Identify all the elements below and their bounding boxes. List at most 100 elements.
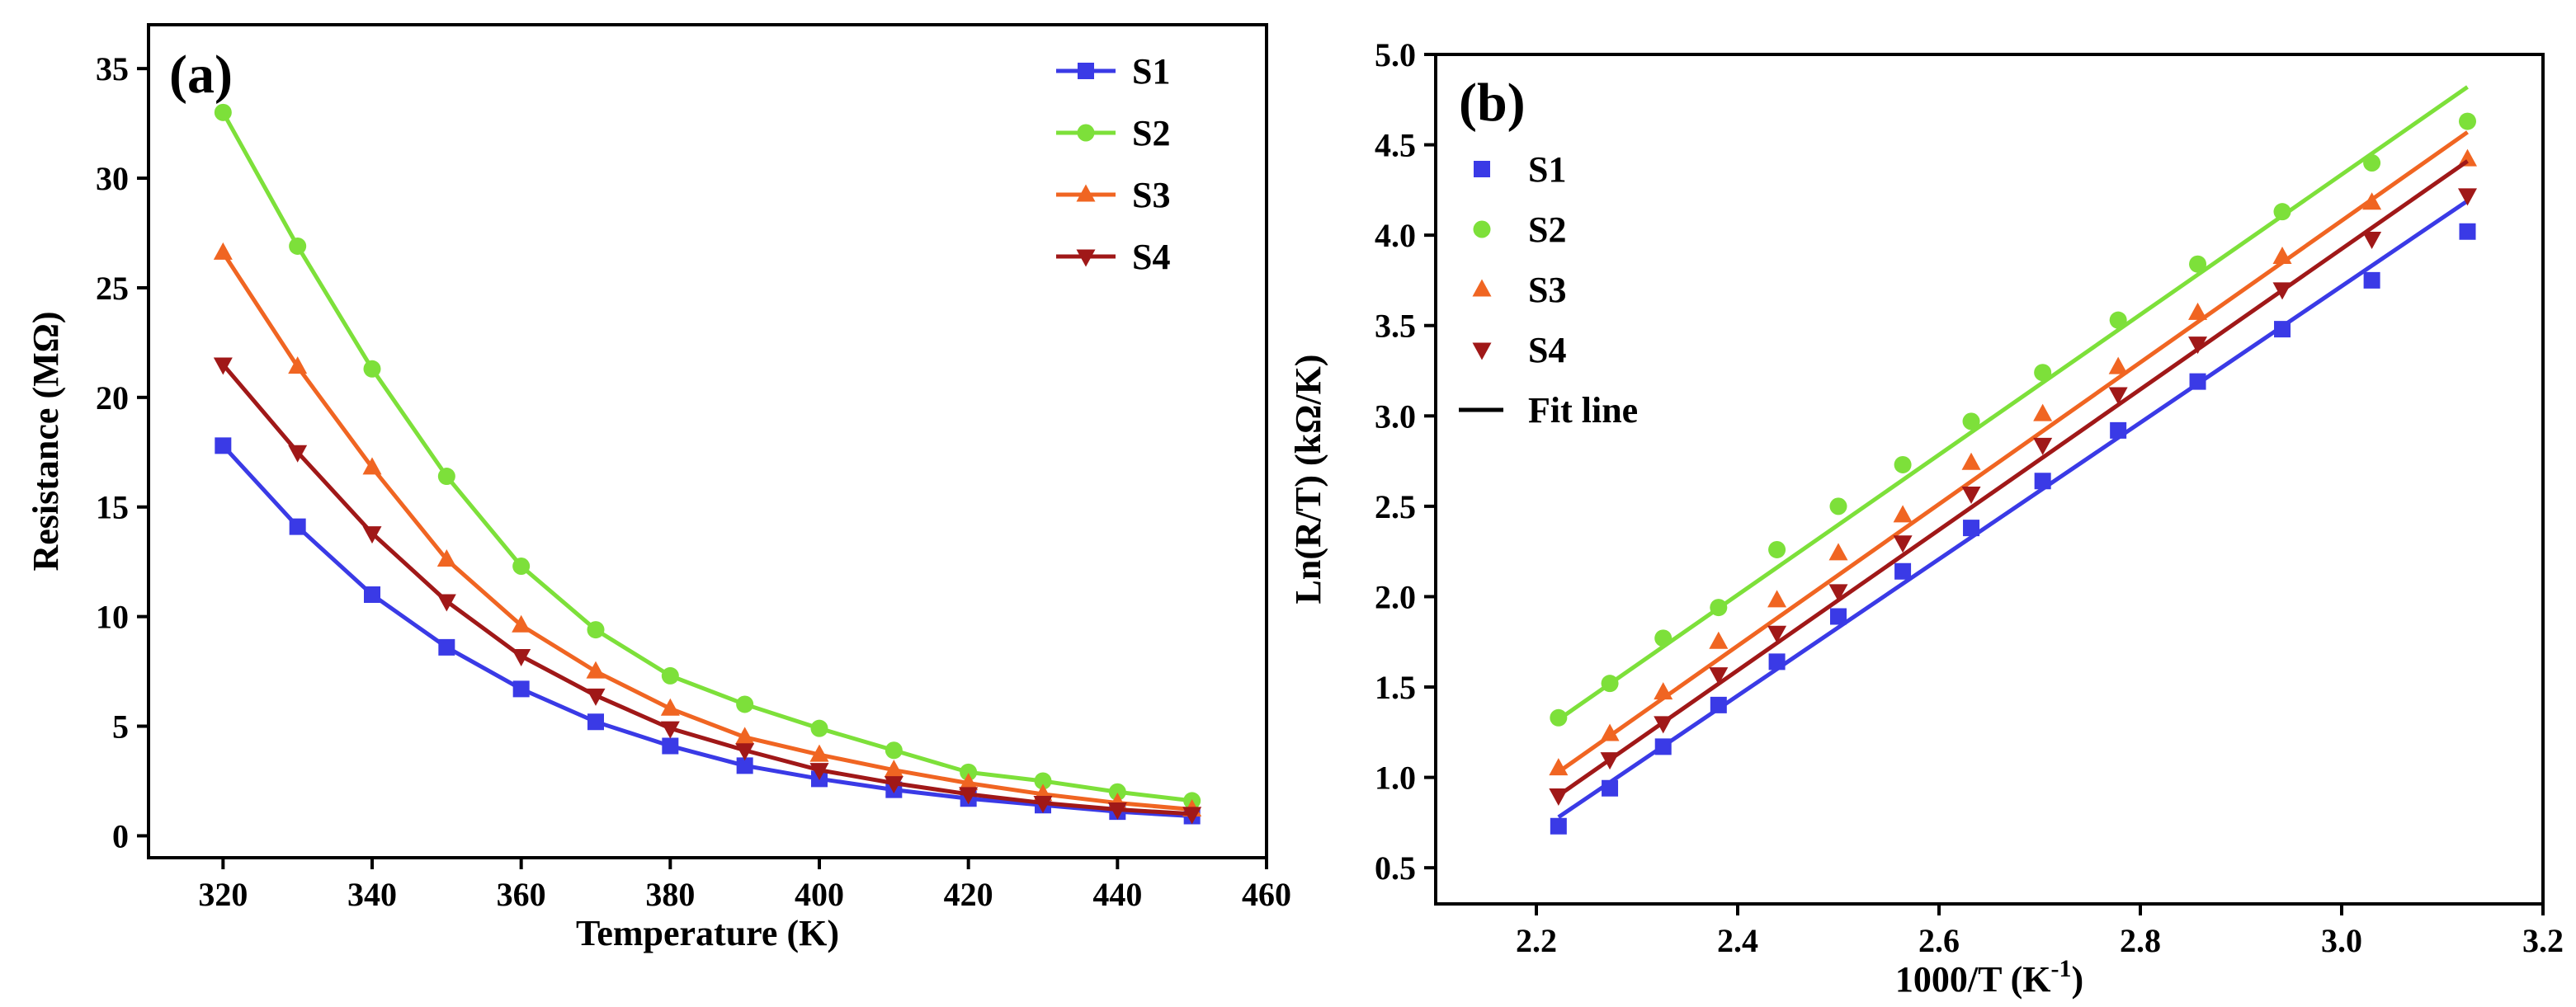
legend-label: S2 [1528, 209, 1566, 250]
data-point [437, 468, 455, 486]
x-tick-label: 420 [944, 876, 993, 913]
data-point [2110, 421, 2127, 439]
data-point [1549, 758, 1569, 776]
data-point [959, 773, 979, 791]
fit-line-s1 [1557, 199, 2469, 819]
y-tick-label: 5.0 [1375, 36, 1416, 73]
data-point [1601, 675, 1619, 693]
data-point [1710, 696, 1727, 713]
data-point [362, 526, 382, 544]
x-axis-title: 1000/T (K-1) [1895, 955, 2083, 1000]
data-point [1108, 783, 1126, 801]
data-point [2272, 282, 2292, 300]
data-point [2189, 373, 2206, 390]
data-point [1828, 543, 1848, 561]
legend-label: S1 [1528, 149, 1566, 190]
series-s1 [1550, 199, 2476, 835]
data-point [1893, 505, 1913, 523]
legend-marker [1076, 184, 1096, 202]
legend-label: S3 [1528, 270, 1566, 310]
y-tick-label: 10 [96, 599, 129, 636]
data-point [1709, 631, 1729, 649]
data-point [2459, 112, 2476, 130]
data-point [1033, 796, 1053, 814]
data-point [1600, 723, 1620, 741]
y-tick-label: 35 [96, 50, 129, 87]
x-tick-label: 380 [645, 876, 695, 913]
y-tick-label: 0.5 [1375, 849, 1416, 887]
fit-line-s4 [1557, 159, 2469, 798]
y-tick-label: 1.5 [1375, 669, 1416, 706]
x-tick-label: 2.2 [1516, 922, 1557, 959]
data-point [885, 741, 903, 760]
data-point [736, 757, 753, 774]
x-axis-title-suffix: ) [2072, 959, 2084, 1000]
data-point [735, 743, 755, 761]
data-point [289, 237, 307, 255]
data-point [2189, 255, 2207, 273]
data-point [1768, 653, 1786, 671]
y-axis-title: Ln(R/T) (kΩ/K) [1288, 355, 1328, 605]
data-point [512, 558, 531, 575]
data-point [2458, 188, 2477, 206]
data-point [1961, 487, 1981, 505]
y-tick-label: 2.5 [1375, 488, 1416, 525]
data-point [2033, 437, 2053, 455]
data-point [2363, 271, 2380, 289]
fit-line-s3 [1557, 130, 2469, 774]
data-point [587, 713, 604, 731]
data-point [810, 719, 828, 737]
data-point [662, 737, 679, 755]
data-point [735, 727, 755, 745]
x-axis-title-superscript: -1 [2051, 955, 2072, 982]
y-axis-title: Resistance (MΩ) [26, 311, 66, 571]
data-point [213, 242, 233, 260]
data-point [2109, 311, 2127, 329]
legend-label: S1 [1132, 51, 1170, 92]
y-tick-label: 0 [112, 817, 129, 854]
data-point [1768, 540, 1786, 558]
series-s1 [215, 437, 1201, 825]
series-line-s1 [221, 444, 1192, 818]
data-point [2274, 321, 2291, 338]
data-point [1961, 452, 1981, 470]
y-tick-label: 4.5 [1375, 127, 1416, 164]
data-point [2033, 403, 2053, 421]
series-line-s2 [221, 111, 1192, 803]
data-point [1828, 584, 1848, 602]
legend-marker [1076, 249, 1096, 267]
legend-marker [1474, 161, 1490, 177]
data-point [1182, 807, 1202, 825]
series-s2 [1550, 85, 2476, 727]
data-point [960, 763, 978, 781]
y-tick-label: 1.0 [1375, 760, 1416, 797]
data-point [1654, 682, 1673, 700]
data-point [1829, 497, 1847, 515]
data-point [586, 688, 606, 706]
data-point [1600, 752, 1620, 770]
x-tick-label: 400 [795, 876, 844, 913]
data-point [660, 721, 680, 739]
plot-frame [147, 23, 1268, 859]
data-point [512, 614, 531, 633]
data-point [959, 787, 979, 805]
x-tick-label: 320 [198, 876, 248, 913]
data-point [1550, 817, 1567, 835]
data-point [1549, 788, 1569, 807]
data-point [2034, 473, 2051, 490]
series-s3 [1549, 130, 2477, 776]
data-point [736, 695, 754, 713]
legend: S1 S2 S3 S4 [1056, 51, 1170, 277]
data-point [2459, 223, 2476, 240]
data-point [213, 357, 233, 375]
x-tick-label: 2.6 [1918, 922, 1960, 959]
y-tick-label: 3.5 [1375, 308, 1416, 345]
plot-frame [1434, 53, 2545, 906]
data-point [586, 661, 606, 679]
data-point [1602, 779, 1619, 797]
data-point [2188, 336, 2208, 355]
data-point [661, 666, 679, 685]
legend-label: S4 [1132, 237, 1170, 277]
fit-line-s2 [1557, 85, 2469, 722]
